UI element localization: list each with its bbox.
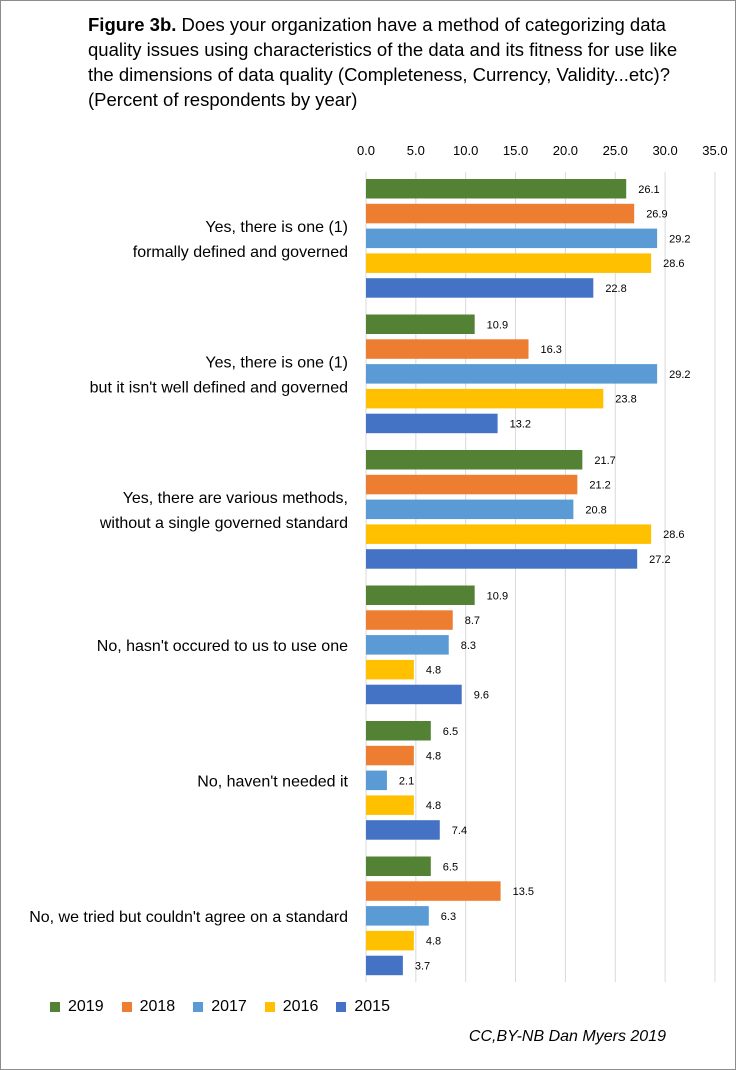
- bar-chart: 0.0 5.0 10.0 15.0 20.0 25.0 30.0 35.0 Yes, there…: [29, 143, 728, 982]
- data-label: 22.8: [605, 283, 626, 295]
- legend-swatch: [121, 1002, 132, 1012]
- bar-2018: [366, 339, 529, 359]
- bar-2016: [366, 388, 604, 409]
- data-label: 8.3: [461, 640, 476, 652]
- x-tick-label: 15.0: [503, 143, 528, 158]
- category-label: No, hasn't occured to us to use one: [97, 638, 348, 655]
- bar-2018: [366, 881, 501, 901]
- data-label: 26.1: [638, 184, 659, 196]
- figure-question: Does your organization have a method of …: [88, 14, 678, 110]
- bar-2017: [366, 228, 658, 249]
- figure-label: Figure 3b.: [88, 14, 177, 35]
- bar-2018: [366, 745, 414, 766]
- legend-label: 2015: [354, 998, 390, 1015]
- bar-2019: [366, 721, 431, 741]
- category-label: Yes, there are various methods,: [123, 490, 348, 507]
- bar-2016: [366, 795, 414, 815]
- legend-swatch: [264, 1002, 275, 1012]
- bar-2017: [366, 364, 658, 384]
- data-label: 4.8: [426, 800, 441, 812]
- category-label: No, we tried but couldn't agree on a sta…: [29, 909, 348, 926]
- x-tick-label: 30.0: [652, 143, 677, 158]
- category-label: Yes, there is one (1): [205, 219, 348, 236]
- data-label: 13.2: [510, 418, 531, 430]
- data-label: 8.7: [465, 615, 480, 627]
- bar-2017: [366, 499, 574, 520]
- x-tick-label: 0.0: [357, 143, 375, 158]
- legend-item-2015: 2015: [336, 998, 390, 1016]
- bar-2018: [366, 610, 453, 630]
- data-label: 21.2: [589, 480, 610, 492]
- legend-label: 2018: [139, 998, 176, 1015]
- data-label: 6.5: [443, 861, 458, 873]
- bar-2015: [366, 955, 403, 976]
- legend-swatch: [193, 1002, 204, 1012]
- legend-item-2017: 2017: [193, 998, 247, 1016]
- data-label: 10.9: [487, 590, 508, 602]
- data-label: 4.8: [426, 936, 441, 948]
- data-label: 28.6: [663, 258, 684, 270]
- data-label: 4.8: [426, 751, 441, 763]
- legend-item-2019: 2019: [50, 998, 104, 1016]
- data-label: 7.4: [452, 825, 467, 837]
- bar-2017: [366, 770, 387, 791]
- bar-2019: [366, 314, 475, 334]
- bar-2019: [366, 585, 475, 605]
- data-label: 3.7: [415, 960, 430, 972]
- data-label: 2.1: [399, 775, 414, 787]
- data-label: 20.8: [585, 504, 606, 516]
- bar-2017: [366, 906, 429, 926]
- legend-item-2016: 2016: [264, 998, 319, 1016]
- bar-2018: [366, 203, 635, 224]
- bar-2017: [366, 635, 449, 655]
- legend-swatch: [50, 1002, 60, 1012]
- data-label: 4.8: [426, 665, 441, 677]
- data-label: 29.2: [669, 369, 690, 381]
- legend-label: 2016: [282, 998, 319, 1015]
- bar-2015: [366, 549, 638, 569]
- data-label: 26.9: [646, 209, 667, 221]
- legend-item-2018: 2018: [121, 998, 176, 1016]
- data-label: 13.5: [513, 886, 534, 898]
- data-label: 10.9: [487, 319, 508, 331]
- bar-2019: [366, 856, 431, 876]
- bar-2018: [366, 474, 578, 495]
- data-label: 28.6: [663, 529, 684, 541]
- data-label: 21.7: [594, 455, 615, 467]
- bar-2016: [366, 659, 414, 680]
- x-tick-label: 20.0: [553, 143, 578, 158]
- category-label: without a single governed standard: [99, 515, 348, 532]
- data-label: 29.2: [669, 233, 690, 245]
- legend-label: 2017: [211, 998, 247, 1015]
- legend-swatch: [336, 1002, 347, 1012]
- category-label: but it isn't well defined and governed: [90, 379, 348, 396]
- bar-2015: [366, 820, 440, 840]
- bar-2016: [366, 253, 652, 273]
- credit-text: CC,BY-NB Dan Myers 2019: [468, 1028, 666, 1045]
- x-tick-label: 25.0: [603, 143, 628, 158]
- bar-2019: [366, 450, 583, 470]
- data-label: 9.6: [474, 689, 489, 701]
- bar-2019: [366, 179, 627, 199]
- category-label: No, haven't needed it: [197, 773, 348, 790]
- bar-2015: [366, 278, 594, 298]
- data-label: 23.8: [615, 394, 636, 406]
- data-label: 16.3: [541, 344, 562, 356]
- chart-title: Figure 3b. Does your organization have a…: [88, 12, 688, 112]
- bar-2015: [366, 684, 462, 705]
- bar-2016: [366, 930, 414, 951]
- x-tick-label: 35.0: [702, 143, 727, 158]
- chart-legend: 2019 2018 2017 2016 2015: [50, 998, 390, 1016]
- category-label: Yes, there is one (1): [205, 354, 348, 371]
- legend-label: 2019: [68, 998, 104, 1015]
- x-tick-label: 5.0: [407, 143, 425, 158]
- bar-2016: [366, 524, 652, 544]
- x-tick-label: 10.0: [453, 143, 478, 158]
- data-label: 6.5: [443, 726, 458, 738]
- bar-2015: [366, 413, 498, 434]
- data-label: 27.2: [649, 554, 670, 566]
- data-label: 6.3: [441, 911, 456, 923]
- category-label: formally defined and governed: [133, 244, 348, 261]
